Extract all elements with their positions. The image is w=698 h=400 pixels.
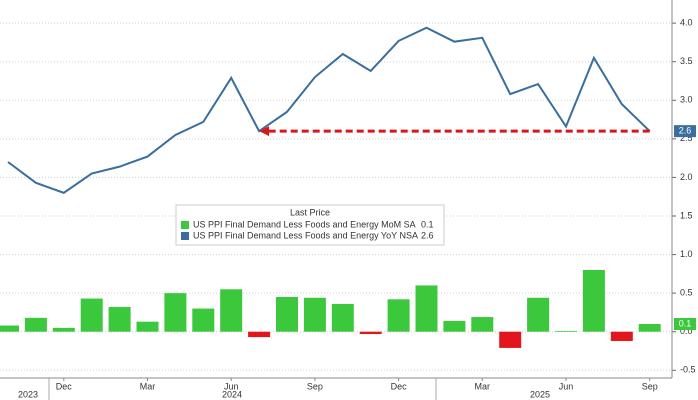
y-tick-label: 0.5 (680, 288, 693, 298)
annotation-arrowhead (259, 126, 270, 137)
x-tick-label: Dec (391, 381, 408, 391)
bar (108, 307, 131, 332)
x-tick-label: Mar (140, 381, 156, 391)
y-tick-label: 2.0 (680, 172, 693, 182)
bar (638, 324, 661, 332)
bar (80, 298, 103, 332)
bar (359, 331, 382, 335)
last-value-box (674, 125, 696, 138)
y-tick-label: 3.0 (680, 95, 693, 105)
bar (415, 285, 438, 332)
x-tick-label: Jun (559, 381, 574, 391)
legend-value: 0.1 (421, 219, 434, 229)
bar (499, 331, 522, 348)
legend-swatch (181, 221, 189, 229)
x-tick-label: Jun (224, 381, 239, 391)
y-tick-label: 0.0 (680, 326, 693, 336)
legend-title: Last Price (290, 207, 330, 217)
x-year-label: 2025 (530, 389, 550, 399)
last-value-label: 2.6 (679, 126, 692, 136)
bar (610, 331, 633, 341)
y-tick-label: 1.5 (680, 210, 693, 220)
bar (303, 297, 326, 332)
last-value-box (674, 318, 696, 330)
x-year-label: 2024 (222, 389, 242, 399)
x-tick-label: Sep (307, 381, 323, 391)
bar (24, 317, 47, 332)
bar (555, 330, 577, 332)
y-tick-label: 3.5 (680, 56, 693, 66)
bar (443, 320, 466, 332)
x-year-label: 2023 (18, 389, 38, 399)
bar (136, 321, 159, 332)
bar (582, 270, 605, 332)
y-tick-label: -0.5 (680, 365, 696, 375)
x-tick-label: Sep (642, 381, 658, 391)
bar (527, 297, 550, 332)
bar (52, 327, 75, 332)
bar (387, 299, 410, 332)
bar (164, 293, 187, 332)
line (7, 26, 651, 194)
bar (471, 317, 494, 332)
bar (248, 331, 271, 338)
bar (331, 303, 354, 332)
legend-box (175, 204, 445, 246)
legend-swatch (181, 232, 189, 240)
legend-label: US PPI Final Demand Less Foods and Energ… (193, 230, 418, 240)
last-value-label: 0.1 (679, 318, 692, 328)
legend-value: 2.6 (421, 230, 434, 240)
y-tick-label: 1.0 (680, 249, 693, 259)
bar (0, 325, 19, 332)
bar (192, 308, 215, 332)
y-tick-label: 4.0 (680, 18, 693, 28)
bar (276, 297, 298, 332)
bar (220, 289, 243, 332)
x-tick-label: Dec (56, 381, 73, 391)
y-tick-label: 2.5 (680, 133, 693, 143)
x-tick-label: Mar (475, 381, 491, 391)
legend-label: US PPI Final Demand Less Foods and Energ… (193, 219, 416, 229)
